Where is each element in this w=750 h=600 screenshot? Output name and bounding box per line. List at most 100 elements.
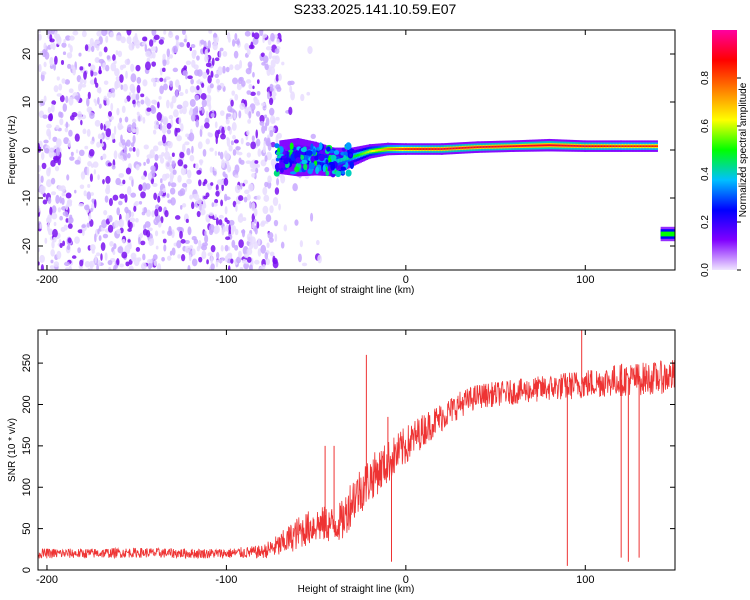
noise-speck	[98, 51, 103, 57]
noise-speck	[214, 121, 218, 129]
noise-speck	[114, 68, 120, 77]
noise-speck	[82, 128, 87, 135]
noise-speck	[88, 260, 95, 268]
noise-speck	[209, 166, 213, 173]
noise-speck	[232, 134, 236, 140]
noise-speck	[67, 223, 73, 229]
noise-speck	[90, 64, 96, 71]
noise-speck	[191, 145, 194, 154]
signal-cell	[464, 146, 467, 149]
noise-speck	[253, 241, 259, 250]
noise-speck	[50, 191, 57, 196]
noise-speck	[182, 70, 188, 77]
signal-blob	[279, 167, 284, 173]
noise-speck	[210, 70, 214, 78]
noise-speck	[224, 217, 228, 223]
signal-cell	[626, 145, 629, 148]
noise-speck	[270, 158, 276, 167]
noise-speck	[205, 62, 212, 68]
signal-blob	[281, 155, 287, 159]
noise-speck	[189, 47, 193, 52]
noise-speck	[267, 142, 272, 151]
noise-speck	[102, 62, 106, 71]
noise-speck	[54, 165, 60, 172]
noise-speck	[40, 175, 44, 183]
noise-speck	[174, 215, 181, 220]
noise-speck	[209, 83, 214, 89]
noise-speck	[64, 79, 71, 85]
noise-speck	[134, 200, 140, 206]
noise-speck	[164, 210, 169, 218]
noise-speck	[101, 219, 108, 229]
noise-speck	[269, 91, 272, 97]
noise-speck	[100, 122, 104, 131]
signal-cell	[614, 145, 617, 148]
signal-cell	[409, 148, 412, 150]
noise-speck	[168, 156, 173, 161]
noise-speck	[248, 110, 252, 119]
signal-cell	[454, 147, 457, 150]
signal-cell	[324, 157, 326, 163]
noise-speck	[265, 117, 270, 127]
noise-speck	[272, 127, 276, 133]
noise-speck	[51, 100, 57, 106]
noise-speck	[59, 94, 65, 103]
noise-speck	[71, 255, 77, 259]
noise-speck	[74, 95, 81, 100]
signal-blob	[335, 170, 342, 178]
signal-blob	[294, 166, 300, 173]
signal-blob	[300, 147, 307, 153]
noise-speck	[81, 229, 85, 236]
noise-speck	[253, 32, 260, 40]
noise-speck	[256, 79, 260, 84]
signal-cell	[434, 148, 437, 150]
noise-speck	[62, 240, 66, 247]
noise-speck	[245, 142, 251, 147]
signal-cell	[427, 148, 430, 150]
signal-blob	[275, 165, 279, 173]
signal-cell	[605, 145, 608, 148]
noise-speck	[67, 237, 72, 244]
noise-speck	[234, 93, 239, 101]
noise-speck	[202, 181, 206, 187]
noise-speck	[220, 245, 224, 252]
noise-speck	[262, 205, 269, 215]
signal-cell	[566, 144, 569, 147]
signal-cell	[554, 144, 557, 147]
signal-blob	[275, 151, 281, 156]
signal-cell	[581, 145, 584, 147]
signal-cell	[376, 149, 379, 152]
signal-cell	[363, 152, 365, 155]
noise-speck	[191, 248, 196, 256]
noise-speck	[167, 181, 171, 187]
noise-speck	[66, 52, 73, 59]
noise-speck	[121, 64, 127, 69]
noise-speck	[184, 141, 190, 146]
noise-speck	[275, 116, 280, 121]
signal-blob	[325, 170, 330, 177]
noise-speck	[243, 196, 248, 203]
noise-speck	[265, 46, 272, 51]
noise-speck	[265, 258, 270, 266]
noise-speck	[268, 50, 273, 60]
signal-cell	[578, 145, 581, 147]
noise-speck	[274, 55, 280, 65]
noise-speck	[234, 64, 241, 71]
noise-speck	[126, 185, 132, 196]
noise-speck	[231, 39, 236, 47]
signal-cell	[493, 145, 495, 148]
noise-speck	[212, 42, 218, 51]
noise-speck	[264, 63, 269, 71]
noise-speck	[237, 151, 243, 156]
signal-cell	[378, 149, 380, 152]
noise-speck	[222, 65, 226, 74]
noise-speck	[128, 147, 133, 152]
noise-speck	[105, 175, 111, 184]
noise-speck	[207, 252, 213, 257]
noise-speck	[59, 215, 64, 221]
noise-speck	[264, 114, 268, 119]
noise-speck	[105, 128, 112, 138]
noise-speck	[136, 84, 141, 94]
noise-speck	[172, 169, 177, 175]
noise-speck	[317, 254, 322, 264]
